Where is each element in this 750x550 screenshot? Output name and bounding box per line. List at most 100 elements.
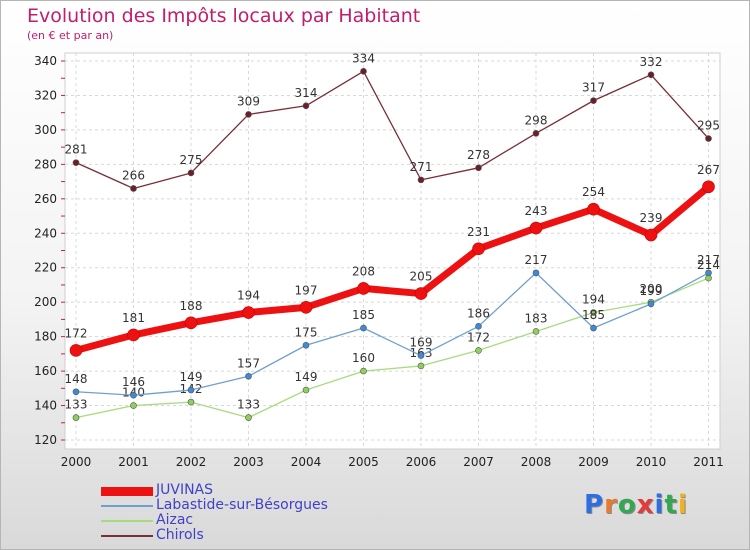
data-point: [475, 322, 482, 330]
data-point: [647, 300, 655, 308]
logo-letter: t: [664, 490, 678, 520]
data-point: [130, 402, 137, 409]
data-label: 334: [352, 51, 375, 65]
data-point: [245, 111, 252, 118]
data-point: [302, 341, 310, 349]
data-point: [414, 287, 428, 300]
data-label: 175: [295, 325, 318, 339]
data-label: 309: [237, 94, 260, 108]
data-label: 217: [697, 253, 720, 267]
x-tick-label: 2008: [521, 455, 552, 469]
data-label: 194: [237, 289, 260, 303]
y-tick-label: 280: [34, 157, 57, 171]
data-point: [647, 71, 655, 79]
logo-letter: i: [654, 490, 665, 520]
x-tick-label: 2011: [693, 455, 724, 469]
data-point: [532, 269, 540, 277]
data-point: [705, 269, 712, 277]
data-point: [360, 367, 367, 375]
y-tick-label: 320: [34, 88, 57, 102]
data-label: 275: [180, 153, 203, 167]
chart-title: Evolution des Impôts locaux par Habitant: [27, 5, 421, 27]
data-label: 266: [122, 168, 145, 182]
legend-swatch: [101, 505, 153, 507]
y-tick-label: 260: [34, 192, 57, 206]
data-label: 278: [467, 148, 490, 162]
data-point: [72, 414, 80, 421]
data-label: 317: [582, 81, 605, 95]
legend-swatch: [101, 535, 153, 537]
series-line: [75, 277, 710, 419]
logo-letter: o: [617, 490, 637, 520]
data-point: [360, 324, 367, 332]
data-label: 298: [525, 113, 548, 127]
data-label: 188: [180, 299, 203, 313]
data-point: [245, 414, 252, 421]
data-label: 149: [295, 370, 318, 384]
data-point: [472, 242, 485, 256]
x-tick-label: 2010: [636, 455, 667, 469]
data-point: [475, 164, 482, 172]
series-chirols: 281 266 275 309 314 334 271 278 298 317 332 295: [65, 51, 720, 192]
data-point: [644, 228, 658, 242]
data-point: [242, 306, 255, 319]
data-point: [587, 202, 600, 216]
data-label: 271: [410, 160, 433, 174]
data-point: [532, 328, 540, 335]
data-label: 217: [525, 253, 548, 267]
data-point: [69, 344, 83, 357]
chart-subtitle: (en € et par an): [27, 29, 114, 42]
data-point: [130, 185, 137, 192]
x-tick-label: 2002: [176, 455, 207, 469]
data-point: [130, 391, 137, 399]
data-point: [187, 398, 195, 406]
x-tick-label: 2003: [233, 455, 264, 469]
data-point: [529, 221, 543, 235]
data-label: 172: [65, 326, 88, 340]
data-point: [417, 352, 425, 359]
data-label: 149: [180, 370, 203, 384]
series-juvinas: 172 181 188 194 197 208 205 231 243 254 239 267: [65, 163, 720, 357]
data-label: 146: [122, 375, 145, 389]
y-tick-label: 240: [34, 226, 57, 240]
x-tick-label: 2000: [61, 455, 92, 469]
data-label: 185: [582, 308, 605, 322]
series-labastide-sur-b-sorgues: 148 146 149 157 175 185 169 186 217 185 199 217: [65, 253, 720, 399]
data-label: 243: [525, 204, 548, 218]
data-point: [590, 97, 597, 104]
logo-letter: r: [604, 490, 618, 520]
series-line: [75, 70, 710, 190]
data-label: 133: [65, 398, 88, 412]
data-point: [299, 301, 313, 314]
x-tick-label: 2007: [463, 455, 494, 469]
data-point: [127, 328, 140, 342]
plot-area: [64, 52, 721, 450]
data-point: [302, 102, 310, 110]
data-point: [187, 169, 195, 177]
data-point: [360, 68, 367, 75]
y-tick-label: 120: [34, 433, 57, 447]
x-tick-label: 2009: [578, 455, 609, 469]
legend-label: Chirols: [156, 527, 204, 543]
data-label: 254: [582, 185, 605, 199]
logo-letter: P: [584, 490, 605, 520]
data-label: 172: [467, 330, 490, 344]
data-label: 314: [295, 86, 318, 100]
data-label: 205: [410, 270, 433, 284]
data-label: 157: [237, 356, 260, 370]
data-point: [705, 135, 712, 142]
data-point: [590, 324, 597, 332]
data-point: [245, 372, 252, 380]
data-point: [302, 386, 310, 394]
data-point: [590, 309, 597, 316]
series-line: [72, 183, 712, 354]
data-point: [475, 347, 482, 354]
legend-swatch: [101, 520, 153, 522]
data-label: 200: [640, 282, 663, 296]
data-label: 239: [640, 211, 663, 225]
data-point: [417, 176, 425, 184]
y-tick-label: 340: [34, 54, 57, 68]
x-tick-label: 2004: [291, 455, 322, 469]
